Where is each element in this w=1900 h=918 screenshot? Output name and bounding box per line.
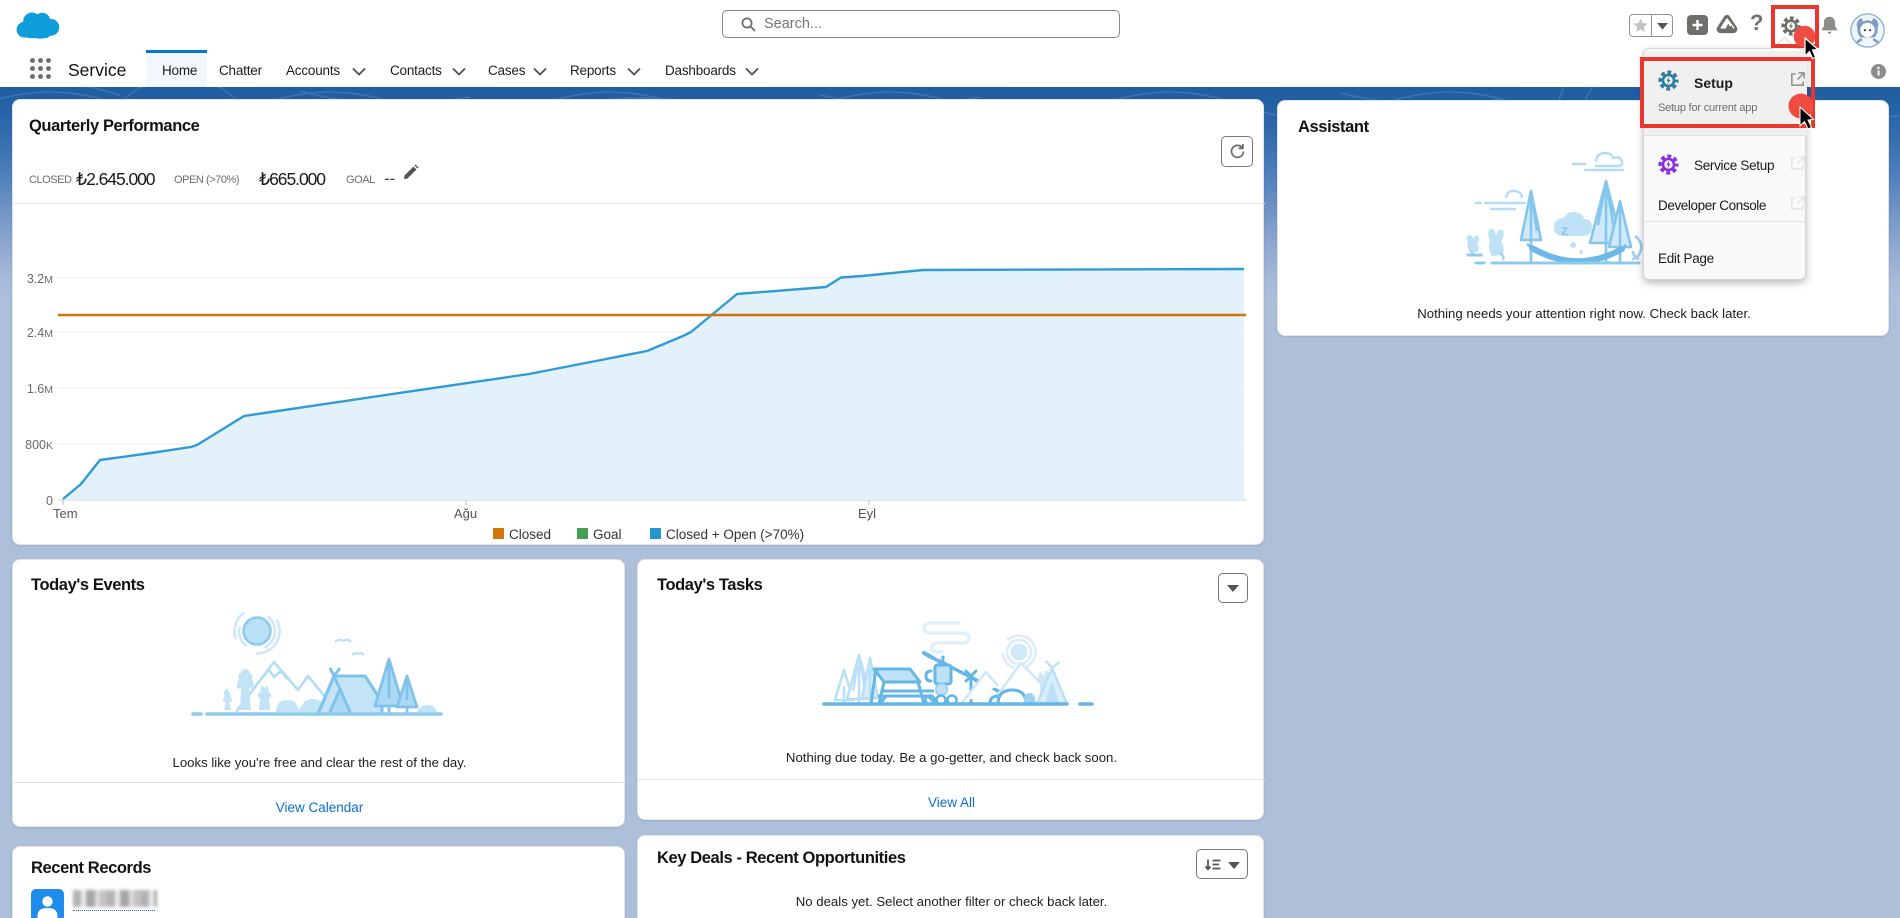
svg-text:Goal: Goal [593,527,622,542]
svg-text:Eyl: Eyl [858,506,876,521]
svg-text:Closed: Closed [509,527,551,542]
svg-text:3.2M: 3.2M [27,272,53,286]
svg-text:0: 0 [46,494,53,508]
svg-text:2.4M: 2.4M [27,326,53,340]
svg-text:800K: 800K [25,438,53,452]
svg-text:Tem: Tem [53,506,78,521]
svg-text:1.6M: 1.6M [27,382,53,396]
svg-text:Ağu: Ağu [454,506,477,521]
svg-text:z: z [1561,222,1569,239]
svg-text:Closed + Open (>70%): Closed + Open (>70%) [666,527,804,542]
